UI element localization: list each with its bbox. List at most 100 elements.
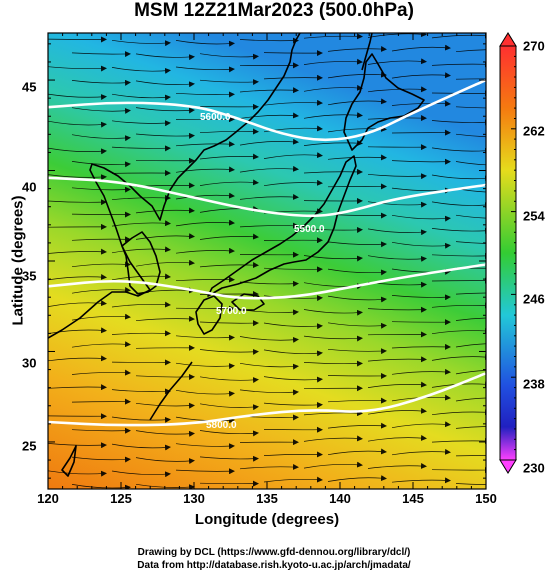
x-tick-label: 150: [475, 491, 497, 506]
wind-arrow: [263, 295, 323, 302]
x-tick-label: 140: [329, 491, 351, 506]
wind-arrow: [135, 80, 195, 88]
y-tick-label: 40: [22, 179, 37, 195]
wind-arrow: [367, 407, 427, 415]
coastline-ryukyu: [149, 361, 193, 421]
wind-arrow: [111, 301, 171, 308]
x-axis-label: Longitude (degrees): [194, 511, 340, 528]
wind-arrow: [71, 186, 131, 193]
wind-arrow: [135, 132, 195, 139]
coastline-kyushu: [195, 295, 223, 335]
x-tick-label: 135: [256, 491, 278, 506]
colorbar-tick-label: 254: [523, 208, 545, 224]
wind-arrow: [199, 320, 259, 327]
wind-arrow: [71, 79, 131, 86]
wind-arrow: [71, 107, 131, 114]
wind-arrow: [327, 448, 387, 456]
wind-arrow: [175, 166, 235, 173]
wind-arrow: [263, 349, 323, 357]
wind-arrow: [391, 44, 451, 52]
wind-arrow: [111, 470, 171, 478]
wind-arrow: [175, 192, 235, 200]
wind-arrow: [111, 443, 171, 451]
x-tick-label: 125: [110, 491, 132, 506]
wind-arrow: [391, 448, 451, 456]
wind-arrow: [135, 483, 195, 489]
wind-arrow: [303, 255, 363, 262]
contour-label-5600: 5600.0: [200, 112, 231, 123]
axis-ticks: [47, 33, 487, 489]
wind-arrow: [431, 353, 486, 361]
wind-arrow: [175, 334, 235, 341]
wind-arrow: [431, 61, 486, 68]
wind-arrow: [111, 93, 171, 101]
colorbar-tick-label: 238: [523, 376, 545, 392]
y-axis-label: Latitude (degrees): [9, 195, 27, 326]
wind-arrow: [111, 273, 171, 281]
wind-arrow: [48, 355, 107, 362]
wind-arrow: [367, 173, 427, 180]
wind-arrow: [199, 233, 259, 240]
credit-data-source: Data from http://database.rish.kyoto-u.a…: [137, 560, 411, 571]
wind-arrow: [71, 51, 131, 58]
wind-arrow: [263, 401, 323, 408]
wind-arrow: [48, 300, 107, 307]
wind-arrow: [111, 330, 171, 337]
wind-arrow: [367, 228, 427, 236]
wind-arrow: [135, 53, 195, 61]
wind-arrow: [327, 422, 387, 429]
wind-arrow: [303, 140, 363, 147]
wind-arrow: [303, 435, 363, 442]
wind-arrow: [327, 475, 387, 482]
wind-arrow: [48, 174, 107, 181]
wind-arrow: [431, 227, 486, 234]
wind-arrow: [111, 388, 171, 395]
wind-arrow: [367, 255, 427, 262]
coastline-hokkaido: [343, 53, 425, 151]
wind-arrow: [239, 87, 299, 94]
wind-arrow: [263, 152, 323, 159]
wind-arrow: [111, 220, 171, 227]
wind-arrow: [175, 91, 235, 98]
wind-arrow: [239, 165, 299, 173]
wind-arrow: [48, 199, 107, 206]
wind-arrow: [431, 302, 486, 309]
contour-label-5800: 5800.0: [206, 420, 237, 431]
wind-arrow: [303, 58, 363, 65]
wind-arrow: [48, 470, 107, 477]
wind-arrow: [303, 335, 363, 342]
wind-arrow: [367, 381, 427, 388]
wind-arrow: [135, 259, 195, 267]
wind-arrow: [239, 463, 299, 470]
contour-5600: [48, 78, 486, 142]
wind-arrow: [48, 120, 107, 128]
coastline-sakhalin: [361, 33, 373, 71]
credit-drawing: Drawing by DCL (https://www.gfd-dennou.o…: [137, 547, 411, 558]
wind-arrow: [175, 468, 235, 475]
wind-arrow: [175, 362, 235, 370]
wind-arrow: [48, 147, 107, 155]
contour-label-5700: 5700.0: [216, 306, 247, 317]
y-tick-label: 45: [22, 79, 37, 95]
wind-arrow: [327, 98, 387, 106]
wind-arrow: [367, 356, 427, 363]
wind-arrow: [199, 128, 259, 135]
wind-arrow: [135, 233, 195, 240]
colorbar: [499, 45, 517, 461]
wind-arrow: [239, 389, 299, 396]
wind-arrow: [391, 72, 451, 79]
wind-arrow: [303, 112, 363, 119]
wind-arrow: [199, 153, 259, 160]
wind-arrow: [431, 119, 486, 126]
wind-arrow: [135, 107, 195, 114]
wind-arrow: [327, 71, 387, 79]
wind-arrow: [367, 86, 427, 93]
wind-arrow: [327, 45, 387, 52]
wind-arrow: [391, 343, 451, 350]
colorbar-tick-label: 270: [523, 38, 545, 54]
wind-arrow: [391, 158, 451, 165]
wind-arrow: [111, 246, 171, 254]
wind-arrow: [135, 402, 195, 409]
wind-arrow: [431, 201, 486, 209]
